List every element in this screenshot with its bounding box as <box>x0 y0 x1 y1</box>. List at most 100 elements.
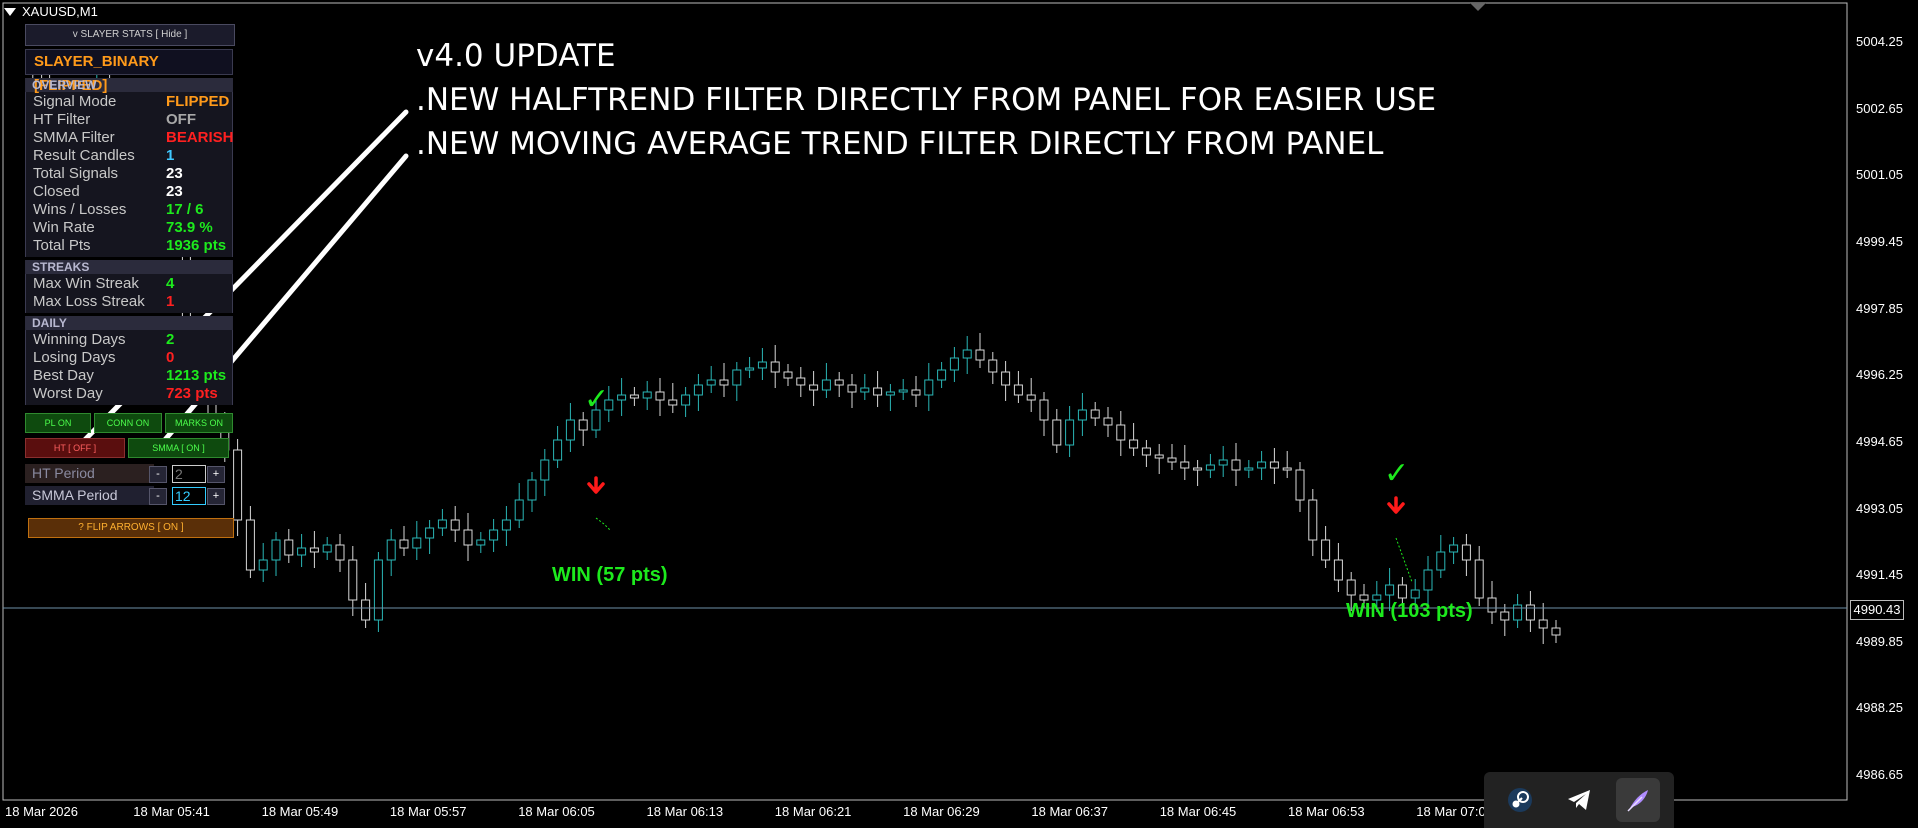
flip-arrows-button[interactable]: ? FLIP ARROWS [ ON ] <box>28 518 234 538</box>
candle-body <box>860 387 870 393</box>
candle-body <box>885 391 895 396</box>
sell-arrow-icon <box>587 476 605 494</box>
streaks-header: STREAKS <box>25 260 233 274</box>
candle-body <box>1513 604 1523 621</box>
symbol-title[interactable]: XAUUSD,M1 <box>4 4 98 19</box>
candle-body <box>1116 424 1126 441</box>
ht-filter-toggle-button[interactable]: HT [ OFF ] <box>25 438 125 458</box>
candle-body <box>361 599 371 621</box>
signal-trace <box>595 517 611 531</box>
ht-period-input[interactable]: 2 <box>172 465 206 483</box>
candle-body <box>1193 467 1203 471</box>
price-tick-label: 4999.45 <box>1856 234 1903 249</box>
daily-row: Best Day 1213 pts <box>26 367 232 385</box>
candle-body <box>1525 604 1535 621</box>
candle-body <box>1103 417 1113 426</box>
time-tick-label: 18 Mar 2026 <box>5 804 78 819</box>
candle-body <box>655 391 665 401</box>
smma-period-decrement-button[interactable]: - <box>149 488 167 505</box>
slayer-stats-toggle-button[interactable]: v SLAYER STATS [ Hide ] <box>25 24 235 46</box>
overview-label: Wins / Losses <box>33 201 127 218</box>
smma-filter-toggle-button[interactable]: SMMA [ ON ] <box>128 438 229 458</box>
candle-body <box>1474 559 1484 599</box>
overview-value: FLIPPED <box>166 93 230 110</box>
streak-row: Max Loss Streak 1 <box>26 293 232 311</box>
symbol-label: XAUUSD,M1 <box>22 4 98 19</box>
marks-toggle-button[interactable]: MARKS ON <box>165 413 233 433</box>
candle-body <box>1436 551 1446 571</box>
feather-icon <box>1627 790 1649 812</box>
ht-period-increment-button[interactable]: + <box>207 466 225 483</box>
candle-body <box>271 539 281 561</box>
overview-row: Total Pts 1936 pts <box>26 237 232 255</box>
price-tick-label: 4993.05 <box>1856 501 1903 516</box>
candle-body <box>348 559 358 601</box>
candle-body <box>821 379 831 391</box>
candle-body <box>258 559 268 571</box>
daily-value: 1213 pts <box>166 367 227 384</box>
overview-label: Closed <box>33 183 80 200</box>
ht-period-decrement-button[interactable]: - <box>149 466 167 483</box>
daily-row: Worst Day 723 pts <box>26 385 232 403</box>
candle-body <box>591 409 601 431</box>
overview-header: OVERVIEW <box>25 78 233 92</box>
daily-row: Losing Days 0 <box>26 349 232 367</box>
candle-body <box>911 389 921 396</box>
smma-period-control: SMMA Period - 12 + <box>25 486 233 505</box>
candle-body <box>373 559 383 621</box>
candle-body <box>1500 611 1510 621</box>
taskbar-dock <box>1484 772 1674 828</box>
candle-body <box>1461 544 1471 561</box>
candle-body <box>834 379 844 386</box>
time-tick-label: 18 Mar 06:45 <box>1159 804 1237 819</box>
candle-body <box>988 359 998 373</box>
candle-body <box>1372 594 1382 601</box>
streak-value: 4 <box>166 275 175 292</box>
dock-item-feather[interactable] <box>1616 778 1661 822</box>
update-annotation: v4.0 UPDATE .NEW HALFTREND FILTER DIRECT… <box>416 34 1436 166</box>
pl-toggle-button[interactable]: PL ON <box>25 413 91 433</box>
candle-body <box>1487 597 1497 613</box>
candle-body <box>809 384 819 391</box>
time-tick-label: 18 Mar 06:05 <box>518 804 595 819</box>
candle-body <box>681 394 691 406</box>
time-tick-label: 18 Mar 06:13 <box>646 804 724 819</box>
overview-row: Result Candles 1 <box>26 147 232 165</box>
candle-body <box>1039 399 1049 421</box>
candle-body <box>1269 461 1279 469</box>
candle-body <box>898 389 908 393</box>
candle-body <box>412 537 422 549</box>
time-tick-label: 18 Mar 05:57 <box>389 804 467 819</box>
price-tick-label: 4994.65 <box>1856 434 1903 449</box>
candle-body <box>322 544 332 553</box>
steam-icon <box>1507 788 1532 812</box>
conn-toggle-button[interactable]: CONN ON <box>94 413 162 433</box>
candle-body <box>1205 464 1215 471</box>
overview-label: Total Signals <box>33 165 119 182</box>
candle-body <box>501 519 511 531</box>
candle-body <box>1141 447 1151 456</box>
daily-label: Best Day <box>33 367 94 384</box>
candle-body <box>1538 619 1548 629</box>
candle-body <box>1090 409 1100 419</box>
candle-body <box>757 361 767 369</box>
candle-body <box>297 547 307 556</box>
dock-item-telegram[interactable] <box>1557 778 1601 822</box>
daily-label: Worst Day <box>33 385 103 402</box>
candle-body <box>783 371 793 379</box>
price-tick-label: 5002.65 <box>1856 101 1903 116</box>
overview-value: 1936 pts <box>166 237 227 254</box>
candle-body <box>642 391 652 399</box>
overview-row: Wins / Losses 17 / 6 <box>26 201 232 219</box>
candle-body <box>1295 469 1305 501</box>
candle-body <box>233 449 243 521</box>
price-tick-label: 4988.25 <box>1856 700 1903 715</box>
daily-section: Winning Days 2 Losing Days 0 Best Day 1213 pt… <box>25 330 233 405</box>
streaks-section: Max Win Streak 4 Max Loss Streak 1 <box>25 274 233 313</box>
overview-row: Win Rate 73.9 % <box>26 219 232 237</box>
daily-row: Winning Days 2 <box>26 331 232 349</box>
smma-period-increment-button[interactable]: + <box>207 488 225 505</box>
dock-item-steam[interactable] <box>1498 778 1542 822</box>
smma-period-input[interactable]: 12 <box>172 487 206 505</box>
overview-row: SMMA Filter BEARISH <box>26 129 234 147</box>
